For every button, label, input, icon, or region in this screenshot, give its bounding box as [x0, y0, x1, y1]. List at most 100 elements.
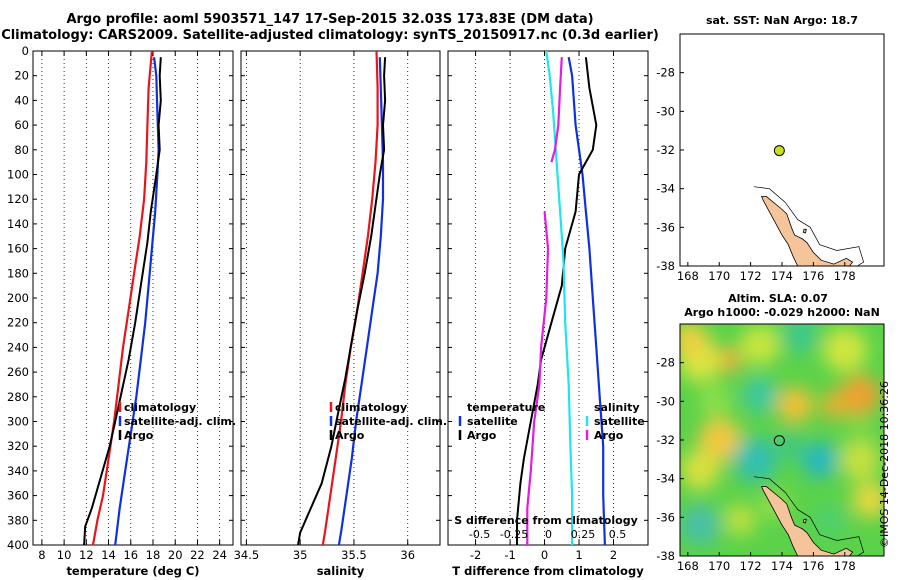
sla-heatmap-blob: [680, 450, 720, 490]
sst-xtick-label: 174: [771, 269, 793, 283]
depth-tick-label: 140: [7, 217, 29, 231]
sla-heatmap-blob: [740, 325, 780, 365]
sla-ytick-label: -32: [656, 433, 675, 447]
depth-tick-label: 220: [7, 316, 29, 330]
sla-heatmap-blob: [852, 482, 884, 518]
depth-tick-label: 240: [7, 340, 29, 354]
difference-frame: [447, 50, 649, 546]
sla-heatmap-blob: [742, 377, 778, 413]
depth-tick-label: 320: [7, 439, 29, 453]
difference-series-t-satellite: [567, 57, 606, 546]
sla-ytick-label: -30: [656, 394, 675, 408]
temperature-xtick-label: 22: [190, 548, 205, 562]
diff-legend-salinity-satellite: satellite: [594, 415, 645, 428]
sst-xtick-label: 176: [802, 269, 824, 283]
diff-legend-temperature-satellite: satellite: [467, 415, 518, 428]
salinity-xlabel: salinity: [317, 564, 365, 578]
depth-tick-label: 400: [7, 538, 29, 552]
sla-ytick-label: -36: [656, 510, 675, 524]
temperature-xtick-label: 24: [212, 548, 227, 562]
sst-ytick-label: -36: [656, 220, 675, 234]
diff-legend-salinity-title: salinity: [594, 401, 640, 414]
diff-salinity-tick-label: 0.25: [571, 528, 596, 541]
sla-heatmap-blob: [846, 416, 874, 444]
temperature-xtick-label: 12: [79, 548, 94, 562]
sla-heatmap-blob: [777, 387, 813, 423]
depth-tick-label: 100: [7, 168, 29, 182]
salinity-xtick-label: 35: [293, 548, 308, 562]
temperature-xtick-label: 16: [123, 548, 138, 562]
sla-land-northland: [761, 485, 854, 556]
depth-tick-label: 20: [14, 69, 29, 83]
depth-tick-label: 120: [7, 192, 29, 206]
difference-series-s-argo-upper: [550, 57, 563, 163]
sla-heatmap-blob: [718, 348, 742, 372]
temperature-legend-label: climatology: [124, 401, 196, 414]
sst-xtick-label: 170: [708, 269, 730, 283]
sla-land-island: [802, 518, 807, 524]
sla-heatmap-blob: [814, 504, 846, 536]
depth-tick-label: 260: [7, 365, 29, 379]
diff-salinity-tick-label: -0.5: [469, 528, 490, 541]
temperature-legend-label: Argo: [124, 429, 154, 442]
sla-ytick-label: -38: [656, 549, 675, 563]
sla-heatmap-blob: [840, 375, 880, 415]
sla-heatmap-blob: [698, 418, 742, 462]
difference-series-s-satellite: [545, 50, 574, 545]
sla-heatmap-blob: [821, 391, 849, 419]
sla-xtick-label: 172: [740, 559, 762, 573]
temperature-frame: [32, 50, 234, 546]
salinity-xtick-label: 35.5: [341, 548, 367, 562]
sla-heatmap-blob: [699, 384, 731, 416]
temperature-xtick-label: 20: [168, 548, 183, 562]
sst-ytick-label: -34: [656, 182, 675, 196]
sla-xtick-label: 178: [834, 559, 856, 573]
diff-salinity-axis-label: S difference from climatology: [454, 514, 638, 527]
temperature-series-argo: [83, 57, 162, 546]
difference-xlabel: T difference from climatology: [452, 564, 644, 578]
sla-land: [753, 476, 865, 556]
sla-xtick-label: 168: [677, 559, 699, 573]
difference-xtick-label: -1: [504, 548, 515, 562]
sst-xtick-label: 168: [677, 269, 699, 283]
sst-land-northland: [761, 195, 854, 267]
salinity-xtick-label: 36: [400, 548, 415, 562]
sst-xtick-label: 178: [834, 269, 856, 283]
sla-map-title-2: Argo h1000: -0.029 h2000: NaN: [684, 306, 880, 319]
temperature-xlabel: temperature (deg C): [66, 564, 199, 578]
temperature-legend-label: satellite-adj. clim.: [124, 415, 236, 428]
sst-ytick-label: -32: [656, 143, 675, 157]
depth-tick-label: 60: [14, 118, 29, 132]
diff-salinity-tick-label: 0.5: [609, 528, 627, 541]
temperature-xtick-label: 14: [101, 548, 116, 562]
difference-series-t-argo: [516, 57, 598, 545]
diff-legend-temperature-argo: Argo: [467, 429, 497, 442]
sla-heatmap-blob: [823, 328, 867, 372]
sla-heatmap-blob: [680, 324, 708, 358]
sla-xtick-label: 176: [802, 559, 824, 573]
sst-xtick-label: 172: [740, 269, 762, 283]
sla-ytick-label: -28: [656, 356, 675, 370]
depth-tick-label: 180: [7, 266, 29, 280]
depth-tick-label: 80: [14, 143, 29, 157]
salinity-xtick-label: 34.5: [234, 548, 260, 562]
sla-ytick-label: -34: [656, 472, 675, 486]
diff-legend-salinity-argo: Argo: [594, 429, 624, 442]
difference-xtick-label: -2: [470, 548, 481, 562]
depth-tick-label: 40: [14, 93, 29, 107]
diff-legend-temperature-title: temperature: [467, 401, 545, 414]
difference-xtick-label: 2: [610, 548, 617, 562]
temperature-series-climatology: [91, 50, 153, 546]
figure-title-line-2: Climatology: CARS2009. Satellite-adjuste…: [1, 28, 659, 43]
sst-shelf-contour: [753, 186, 865, 267]
sst-map-title: sat. SST: NaN Argo: 18.7: [706, 14, 858, 27]
sla-heatmap-blob: [724, 504, 756, 536]
sla-heatmap-blob: [680, 505, 720, 545]
sla-xtick-label: 170: [708, 559, 730, 573]
sst-ytick-label: -30: [656, 104, 675, 118]
sla-heatmap-blobs: [680, 324, 884, 545]
difference-xtick-label: 0: [541, 548, 548, 562]
figure-title-line-1: Argo profile: aoml 5903571_147 17-Sep-20…: [66, 12, 594, 27]
temperature-xtick-label: 8: [38, 548, 45, 562]
